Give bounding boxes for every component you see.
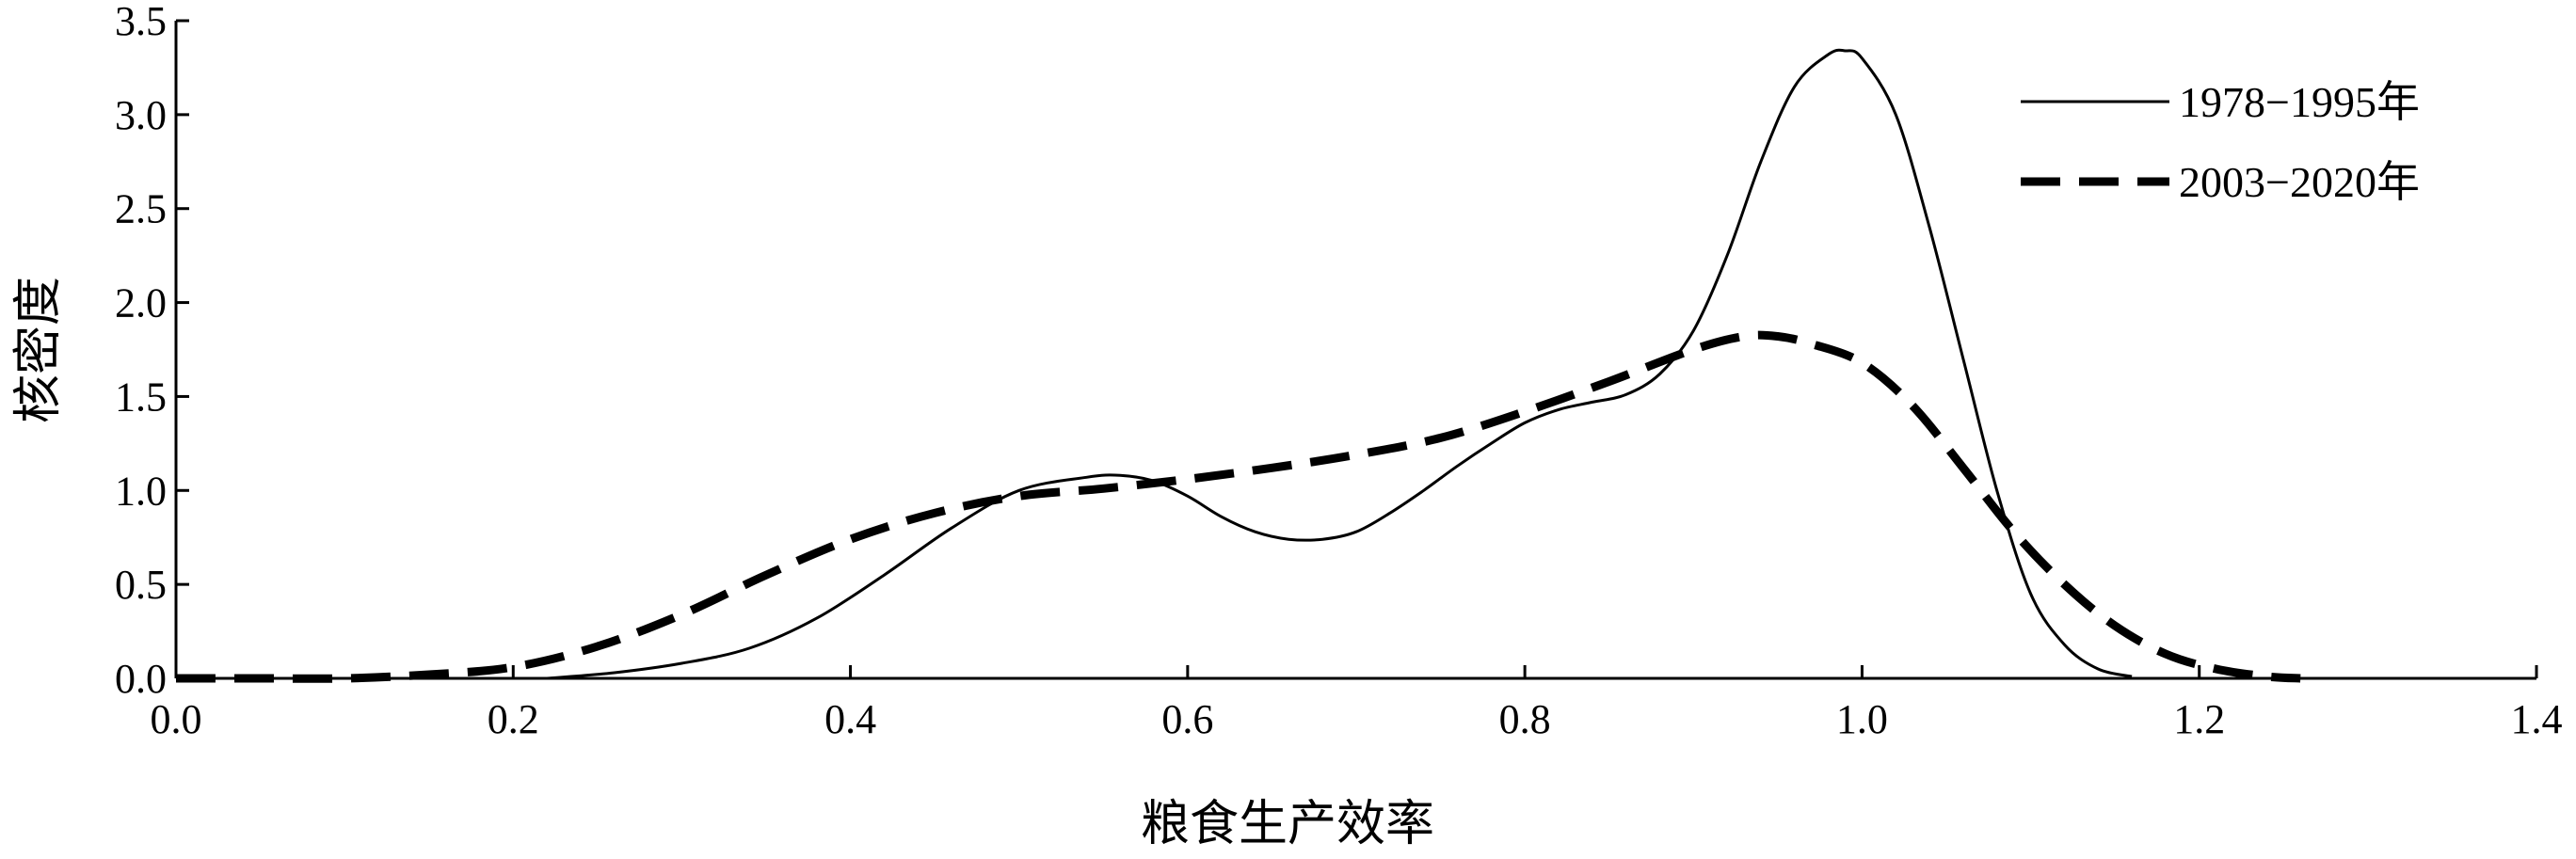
- plot-frame: [174, 21, 2536, 680]
- series-line-2: [176, 330, 2301, 683]
- x-ticks: 0.0 0.2 0.4 0.6 0.8 1.0 1.2 1.4: [151, 665, 2563, 742]
- y-tick-label: 2.0: [115, 280, 167, 326]
- x-tick-label: 0.0: [151, 696, 202, 742]
- x-tick-label: 1.2: [2173, 696, 2225, 742]
- y-axis-title: 核密度: [10, 277, 67, 423]
- x-tick-label: 0.4: [824, 696, 876, 742]
- y-tick-label: 0.0: [115, 656, 167, 702]
- x-tick-label: 0.6: [1161, 696, 1213, 742]
- y-tick-label: 0.5: [115, 562, 167, 608]
- y-tick-label: 3.5: [115, 0, 167, 44]
- y-tick-label: 1.5: [115, 374, 167, 420]
- x-tick-label: 0.8: [1499, 696, 1551, 742]
- legend-label-2: 2003−2020年: [2179, 158, 2420, 206]
- x-tick-label: 0.2: [488, 696, 539, 742]
- series-line-1: [546, 48, 2133, 680]
- x-tick-label: 1.4: [2511, 696, 2563, 742]
- legend-label-1: 1978−1995年: [2179, 78, 2420, 126]
- y-tick-label: 2.5: [115, 186, 167, 232]
- legend: 1978−1995年 2003−2020年: [2021, 78, 2420, 206]
- x-tick-label: 1.0: [1836, 696, 1888, 742]
- y-ticks: 0.0 0.5 1.0 1.5 2.0 2.5 3.0 3.5: [115, 0, 189, 702]
- y-tick-label: 1.0: [115, 468, 167, 514]
- x-axis-title: 粮食生产效率: [1141, 796, 1434, 852]
- series-layer: [176, 48, 2301, 683]
- y-tick-label: 3.0: [115, 92, 167, 138]
